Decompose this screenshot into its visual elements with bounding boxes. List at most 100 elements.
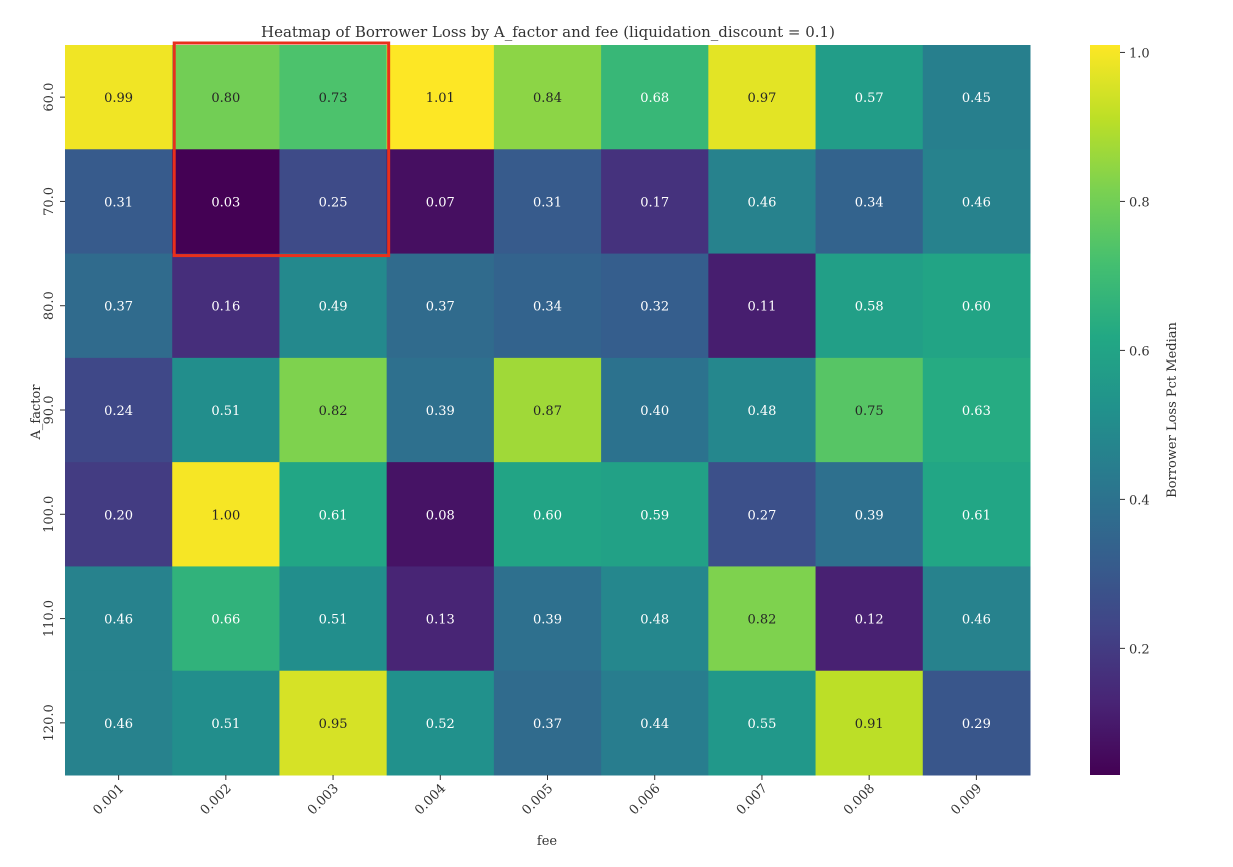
cell-value-label: 0.31	[533, 195, 562, 210]
cell-value-label: 0.95	[319, 717, 348, 732]
cell-value-label: 0.31	[104, 195, 133, 210]
cell-value-label: 0.07	[426, 195, 455, 210]
heatmap-cell	[279, 45, 388, 150]
heatmap-cell	[65, 566, 173, 672]
cell-value-label: 0.37	[533, 717, 562, 732]
heatmap-cell	[601, 253, 709, 359]
colorbar-tick-label: 0.4	[1129, 493, 1150, 508]
heatmap-cell	[386, 670, 495, 776]
cell-value-label: 0.11	[747, 300, 776, 315]
cell-value-label: 0.52	[426, 717, 455, 732]
cell-value-label: 0.51	[319, 613, 348, 628]
heatmap-cell	[708, 357, 817, 463]
cell-value-label: 0.84	[533, 91, 562, 106]
heatmap-cell	[172, 45, 280, 150]
heatmap-cell	[65, 462, 173, 567]
cell-value-label: 0.61	[319, 508, 348, 523]
cell-value-label: 0.66	[211, 613, 240, 628]
heatmap-cell	[601, 566, 709, 672]
x-axis-ticks: 0.001 0.002 0.003 0.004 0.005 0.006 0.007 0.008…	[91, 775, 985, 818]
cell-value-label: 0.44	[640, 717, 669, 732]
cell-value-label: 0.20	[104, 508, 133, 523]
y-axis-ticks: 60.0 70.0 80.0 90.0 100.0 110.0 120.0	[42, 83, 65, 741]
colorbar-tick-label: 1.0	[1129, 46, 1150, 61]
cell-value-label: 0.17	[640, 195, 669, 210]
x-tick-label: 0.004	[412, 781, 449, 818]
cell-value-label: 0.34	[855, 195, 884, 210]
heatmap-cells	[65, 45, 1031, 776]
heatmap-cell	[172, 462, 280, 567]
cell-value-label: 0.49	[319, 300, 348, 315]
cell-value-label: 0.03	[211, 195, 240, 210]
heatmap-cell	[708, 253, 817, 359]
cell-value-label: 0.08	[426, 508, 455, 523]
y-tick-label: 70.0	[42, 187, 57, 216]
cell-value-label: 0.46	[104, 613, 133, 628]
heatmap-cell	[922, 357, 1031, 463]
cell-value-label: 0.99	[104, 91, 133, 106]
heatmap-cell	[922, 670, 1031, 776]
cell-value-label: 0.39	[426, 404, 455, 419]
heatmap-cell	[708, 670, 817, 776]
heatmap-cell	[493, 253, 602, 359]
heatmap-cell	[493, 45, 602, 150]
y-tick-label: 100.0	[42, 496, 57, 533]
heatmap-cell	[601, 670, 709, 776]
heatmap-cell	[172, 149, 280, 255]
heatmap-cell	[172, 566, 280, 672]
heatmap-cell	[815, 149, 924, 255]
heatmap-cell	[708, 462, 817, 567]
heatmap-cell	[922, 45, 1031, 150]
heatmap-cell	[815, 45, 924, 150]
x-tick-label: 0.001	[91, 781, 128, 818]
heatmap-cell	[708, 566, 817, 672]
y-tick-label: 60.0	[42, 83, 57, 112]
cell-value-label: 0.24	[104, 404, 133, 419]
cell-value-label: 0.58	[855, 300, 884, 315]
cell-value-label: 0.46	[747, 195, 776, 210]
heatmap-cell	[279, 462, 388, 567]
heatmap-cell	[815, 357, 924, 463]
cell-value-label: 0.45	[962, 91, 991, 106]
heatmap-cell	[172, 670, 280, 776]
y-tick-label: 90.0	[42, 396, 57, 425]
cell-value-label: 0.27	[747, 508, 776, 523]
heatmap-cell	[65, 670, 173, 776]
heatmap-cell	[601, 357, 709, 463]
cell-value-label: 0.46	[104, 717, 133, 732]
heatmap-cell	[279, 253, 388, 359]
heatmap-cell	[708, 149, 817, 255]
chart-title: Heatmap of Borrower Loss by A_factor and…	[261, 23, 835, 41]
heatmap-cell	[65, 149, 173, 255]
heatmap-cell	[922, 149, 1031, 255]
cell-value-label: 0.75	[855, 404, 884, 419]
heatmap-cell	[172, 253, 280, 359]
heatmap-cell	[172, 357, 280, 463]
y-tick-label: 120.0	[42, 704, 57, 741]
cell-value-label: 0.39	[855, 508, 884, 523]
cell-value-label: 0.63	[962, 404, 991, 419]
x-tick-label: 0.009	[948, 781, 985, 818]
colorbar-tick-label: 0.2	[1129, 642, 1150, 657]
heatmap-cell	[922, 566, 1031, 672]
heatmap-cell	[493, 566, 602, 672]
cell-value-label: 0.32	[640, 300, 669, 315]
cell-value-label: 0.68	[640, 91, 669, 106]
heatmap-cell	[493, 670, 602, 776]
cell-value-label: 0.59	[640, 508, 669, 523]
cell-value-label: 0.51	[211, 717, 240, 732]
heatmap-cell	[279, 566, 388, 672]
cell-value-label: 0.25	[319, 195, 348, 210]
heatmap-cell	[279, 357, 388, 463]
cell-value-label: 0.40	[640, 404, 669, 419]
x-tick-label: 0.003	[305, 781, 342, 818]
colorbar-ticks: 0.2 0.4 0.6 0.8 1.0	[1120, 46, 1150, 657]
colorbar	[1090, 45, 1120, 775]
cell-value-label: 0.51	[211, 404, 240, 419]
x-tick-label: 0.007	[734, 781, 771, 818]
cell-value-label: 0.13	[426, 613, 455, 628]
heatmap-cell	[279, 149, 388, 255]
cell-value-label: 0.46	[962, 613, 991, 628]
x-tick-label: 0.005	[519, 781, 556, 818]
